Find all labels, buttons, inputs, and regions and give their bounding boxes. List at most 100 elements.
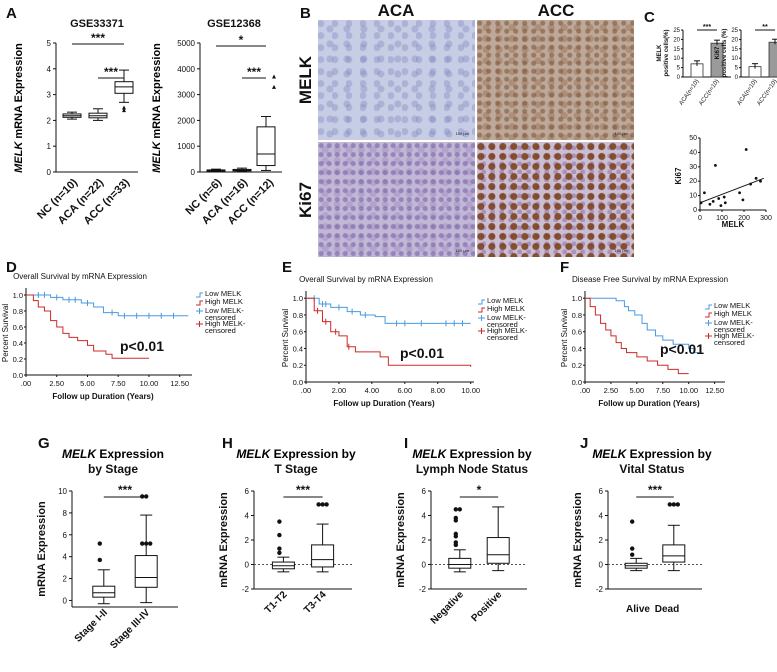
j-y-tick-label: 0 bbox=[599, 561, 604, 570]
d-y-tick-label: 0.4 bbox=[13, 339, 23, 348]
e-legend-label: Low MELK- bbox=[487, 313, 526, 322]
i-box bbox=[448, 557, 472, 569]
h-outlier bbox=[324, 502, 329, 507]
h-title-gene: MELK bbox=[236, 447, 271, 461]
e-ylabel: Percent Survival bbox=[281, 309, 290, 367]
g-box bbox=[134, 555, 158, 588]
c-scatter-x-tick-label: 200 bbox=[738, 215, 750, 222]
h-title-line2: T Stage bbox=[274, 462, 318, 476]
i-box bbox=[486, 537, 510, 564]
a-right-sig: *** bbox=[247, 65, 261, 79]
i-y-tick-label: 2 bbox=[422, 536, 427, 545]
f-legend-label-cont: censored bbox=[714, 338, 745, 347]
c-scatter-y-tick-label: 10 bbox=[689, 193, 697, 200]
a-right-y-tick-label: 1000 bbox=[177, 142, 195, 151]
a-left-ylabel: MELK mRNA Expression bbox=[13, 43, 25, 173]
d-y-tick-label: 1.0 bbox=[13, 291, 23, 300]
b-row-header-melk: MELK bbox=[296, 55, 315, 104]
g-y-tick-label: 8 bbox=[63, 509, 68, 518]
g-outlier bbox=[140, 541, 145, 546]
panel-label-e: E bbox=[282, 259, 292, 276]
f-y-tick-label: 1.0 bbox=[572, 294, 582, 303]
i-title: MELK Expression by bbox=[412, 447, 532, 461]
c-scatter-point bbox=[719, 204, 723, 208]
d-curve-high bbox=[26, 294, 149, 359]
e-x-tick-label: 2.00 bbox=[332, 386, 347, 395]
e-y-tick-label: 0.2 bbox=[293, 361, 303, 370]
i-category: Positive bbox=[469, 589, 504, 624]
h-category: T3-T4 bbox=[302, 589, 329, 616]
h-title: MELK Expression by bbox=[236, 447, 356, 461]
a-right-ylabel: MELK mRNA Expression bbox=[151, 43, 163, 173]
f-y-tick-label: 0.6 bbox=[572, 328, 582, 337]
e-x-tick-label: 6.00 bbox=[398, 386, 413, 395]
c-melk-y-tick-label: 25 bbox=[673, 28, 680, 34]
d-x-tick-label: 2.50 bbox=[49, 379, 64, 388]
a-left-ylabel-gene: MELK bbox=[13, 141, 25, 173]
d-legend-swatch bbox=[196, 292, 203, 298]
b-col-header-aca: ACA bbox=[378, 1, 415, 20]
g-y-tick-label: 10 bbox=[58, 487, 67, 496]
i-outlier bbox=[457, 507, 462, 512]
c-scatter-y-tick-label: 20 bbox=[689, 178, 697, 185]
c-scatter-point bbox=[754, 176, 758, 180]
e-legend-label: High MELK- bbox=[487, 326, 528, 335]
panel-label-j: J bbox=[580, 435, 588, 452]
e-curve-high bbox=[306, 297, 472, 367]
g-title: MELK Expression bbox=[62, 447, 164, 461]
d-ylabel: Percent Survival bbox=[1, 304, 10, 362]
f-legend-swatch bbox=[705, 304, 712, 310]
f-x-tick-label: 7.50 bbox=[655, 386, 670, 395]
a-left-y-tick-label: 0 bbox=[47, 168, 52, 177]
i-y-tick-label: 0 bbox=[422, 561, 427, 570]
c-melk-y-tick-label: 5 bbox=[677, 66, 681, 72]
d-y-tick-label: 0.0 bbox=[13, 371, 23, 380]
c-melk-ylabel-1: MELK bbox=[657, 44, 663, 62]
ihc-aca-melk-image: 100 μm bbox=[318, 20, 475, 140]
d-x-tick-label: 5.00 bbox=[80, 379, 95, 388]
d-x-tick-label: .00 bbox=[21, 379, 31, 388]
i-title-gene: MELK bbox=[412, 447, 447, 461]
h-outlier bbox=[277, 546, 282, 551]
c-scatter-x-tick-label: 0 bbox=[698, 215, 702, 222]
scale-bar: 100 μm bbox=[455, 131, 469, 136]
j-title-line2: Vital Status bbox=[619, 462, 684, 476]
a-left-title: GSE33371 bbox=[70, 18, 124, 30]
d-legend-label-cont: censored bbox=[205, 326, 236, 335]
d-pvalue: p<0.01 bbox=[120, 338, 164, 354]
a-left-box bbox=[114, 81, 134, 94]
h-box bbox=[311, 544, 335, 568]
c-scatter-ylabel: Ki67 bbox=[674, 167, 683, 184]
c-scatter-fit-line bbox=[699, 177, 764, 204]
c-melk-sig: *** bbox=[703, 24, 711, 31]
j-y-tick-label: 6 bbox=[599, 487, 604, 496]
c-ki67-y-tick-label: 15 bbox=[731, 47, 738, 53]
ihc-acc-ki67-image: 100 μm bbox=[477, 142, 634, 257]
j-y-tick-label: 2 bbox=[599, 536, 604, 545]
a-right-ylabel-gene: MELK bbox=[151, 141, 163, 173]
i-title-line2: Lymph Node Status bbox=[416, 462, 529, 476]
e-y-tick-label: 0.0 bbox=[293, 378, 303, 387]
panel-label-b: B bbox=[300, 5, 311, 22]
a-right-y-tick-label: 2000 bbox=[177, 116, 195, 125]
c-ki67-y-tick-label: 5 bbox=[735, 66, 739, 72]
f-legend-swatch bbox=[705, 312, 712, 318]
b-col-header-acc: ACC bbox=[538, 1, 575, 20]
j-title-rest: Expression by bbox=[626, 447, 712, 461]
e-legend-label: Low MELK bbox=[487, 296, 523, 305]
c-scatter-y-tick-label: 30 bbox=[689, 164, 697, 171]
j-box bbox=[662, 544, 686, 563]
d-legend-label: High MELK- bbox=[205, 319, 246, 328]
d-xlabel: Follow up Duration (Years) bbox=[52, 392, 154, 401]
c-melk-category: ACA(n=10) bbox=[679, 79, 701, 107]
f-legend-label: Low MELK- bbox=[714, 318, 753, 327]
a-right-y-tick-label: 4000 bbox=[177, 65, 195, 74]
f-title: Disease Free Survival by mRNA Expression bbox=[572, 275, 728, 284]
f-xlabel: Follow up Duration (Years) bbox=[598, 399, 700, 408]
g-y-tick-label: 2 bbox=[63, 575, 68, 584]
panel-label-a: A bbox=[6, 5, 17, 22]
j-outlier bbox=[630, 552, 635, 557]
c-scatter-point bbox=[711, 199, 715, 203]
g-outlier bbox=[148, 541, 153, 546]
j-category: Alive bbox=[626, 604, 650, 615]
